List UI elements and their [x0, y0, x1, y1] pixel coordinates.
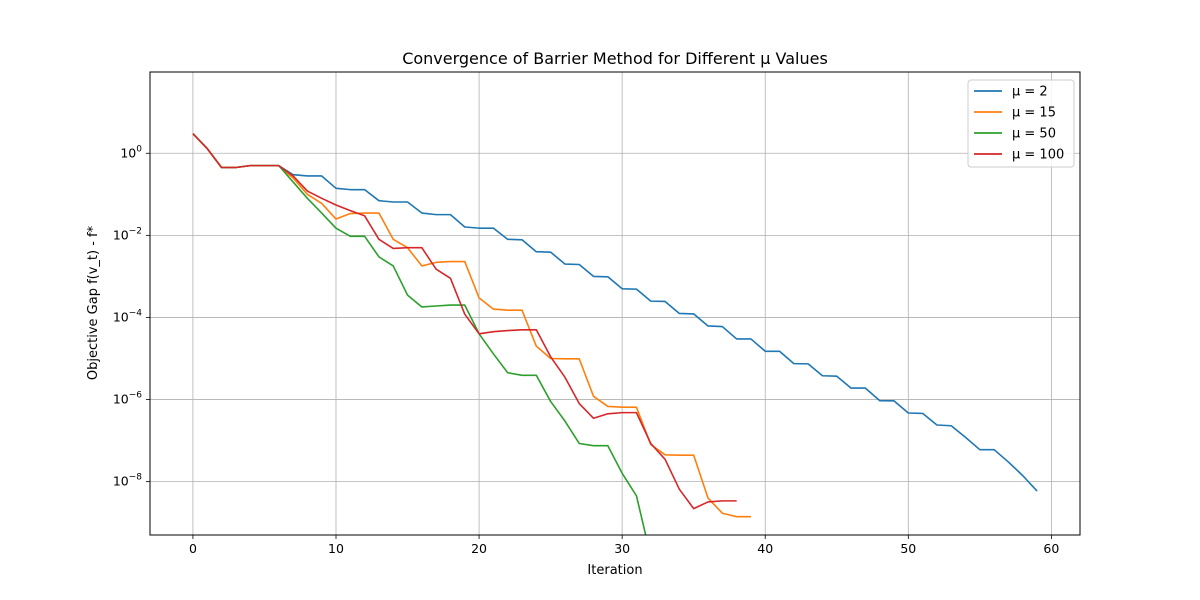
- x-tick-label: 60: [1043, 541, 1059, 556]
- x-tick-label: 10: [328, 541, 344, 556]
- legend-label: μ = 50: [1012, 127, 1056, 142]
- x-tick-label: 40: [757, 541, 773, 556]
- y-tick-label: 10−4: [113, 308, 142, 324]
- y-tick-base: 10: [120, 145, 136, 160]
- series-line-4: [192, 133, 737, 510]
- y-tick-base: 10: [113, 474, 129, 489]
- x-tick-label: 50: [900, 541, 916, 556]
- y-tick-label: 10−8: [113, 473, 142, 489]
- y-tick-exponent: −6: [129, 391, 143, 401]
- x-tick-label: 30: [614, 541, 630, 556]
- y-tick-label: 10−2: [113, 226, 142, 242]
- legend-box: [967, 79, 1075, 168]
- y-tick-label: 100: [120, 144, 142, 160]
- y-tick-base: 10: [113, 309, 129, 324]
- legend-label: μ = 100: [1012, 148, 1064, 163]
- x-tick-label: 0: [189, 541, 197, 556]
- legend: μ = 2 μ = 15 μ = 50 μ = 100: [967, 79, 1075, 168]
- series-line-1: [192, 133, 1038, 492]
- y-tick-label: 10−6: [113, 391, 142, 407]
- y-tick-exponent: −8: [129, 473, 143, 483]
- legend-label: μ = 15: [1012, 106, 1056, 121]
- legend-label: μ = 2: [1012, 85, 1048, 100]
- y-tick-exponent: −2: [129, 226, 142, 236]
- x-axis-ticks: 0 10 20 30 40 50 60: [189, 535, 1059, 556]
- x-tick-label: 20: [471, 541, 487, 556]
- y-axis-label: Objective Gap f(v_t) - f*: [86, 225, 101, 380]
- series-line-2: [192, 133, 751, 518]
- data-series: [192, 133, 1038, 535]
- chart-title: Convergence of Barrier Method for Differ…: [402, 49, 828, 68]
- plot-frame: [149, 71, 1081, 536]
- grid-lines: [150, 72, 1080, 535]
- x-axis-label: Iteration: [587, 563, 642, 578]
- y-tick-base: 10: [113, 392, 129, 407]
- y-tick-exponent: 0: [136, 144, 142, 154]
- y-tick-base: 10: [113, 227, 129, 242]
- y-tick-exponent: −4: [129, 308, 143, 318]
